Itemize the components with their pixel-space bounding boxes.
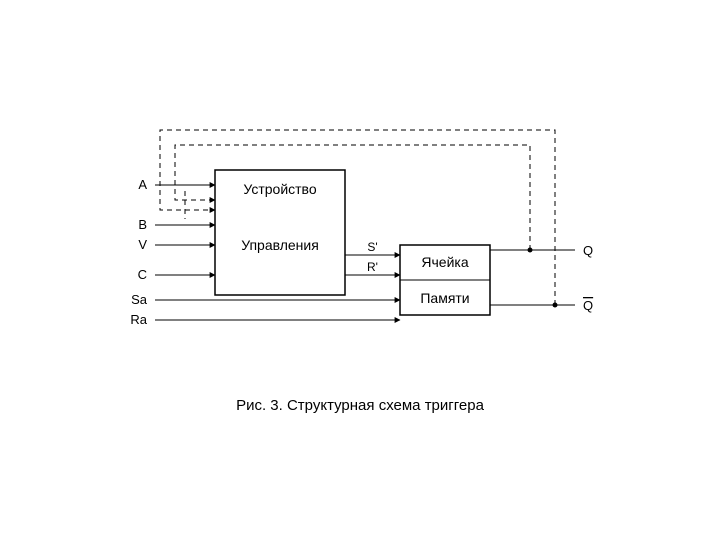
output-label-qbar: Q <box>583 298 593 313</box>
output-label-q: Q <box>583 243 593 258</box>
memory-cell-label-2: Памяти <box>420 290 469 306</box>
input-label-c: C <box>138 267 147 282</box>
input-label-b: B <box>138 217 147 232</box>
mid-label-s: S' <box>367 240 377 254</box>
figure-caption: Рис. 3. Структурная схема триггера <box>236 397 485 414</box>
input-label-a: A <box>138 177 147 192</box>
input-label-v: V <box>138 237 147 252</box>
memory-cell-label-1: Ячейка <box>421 254 468 270</box>
control-device-label-2: Управления <box>241 237 319 253</box>
input-label-sa: Sa <box>131 292 148 307</box>
input-label-ra: Ra <box>130 312 147 327</box>
control-device-label-1: Устройство <box>243 181 316 197</box>
mid-label-r: R' <box>367 260 378 274</box>
